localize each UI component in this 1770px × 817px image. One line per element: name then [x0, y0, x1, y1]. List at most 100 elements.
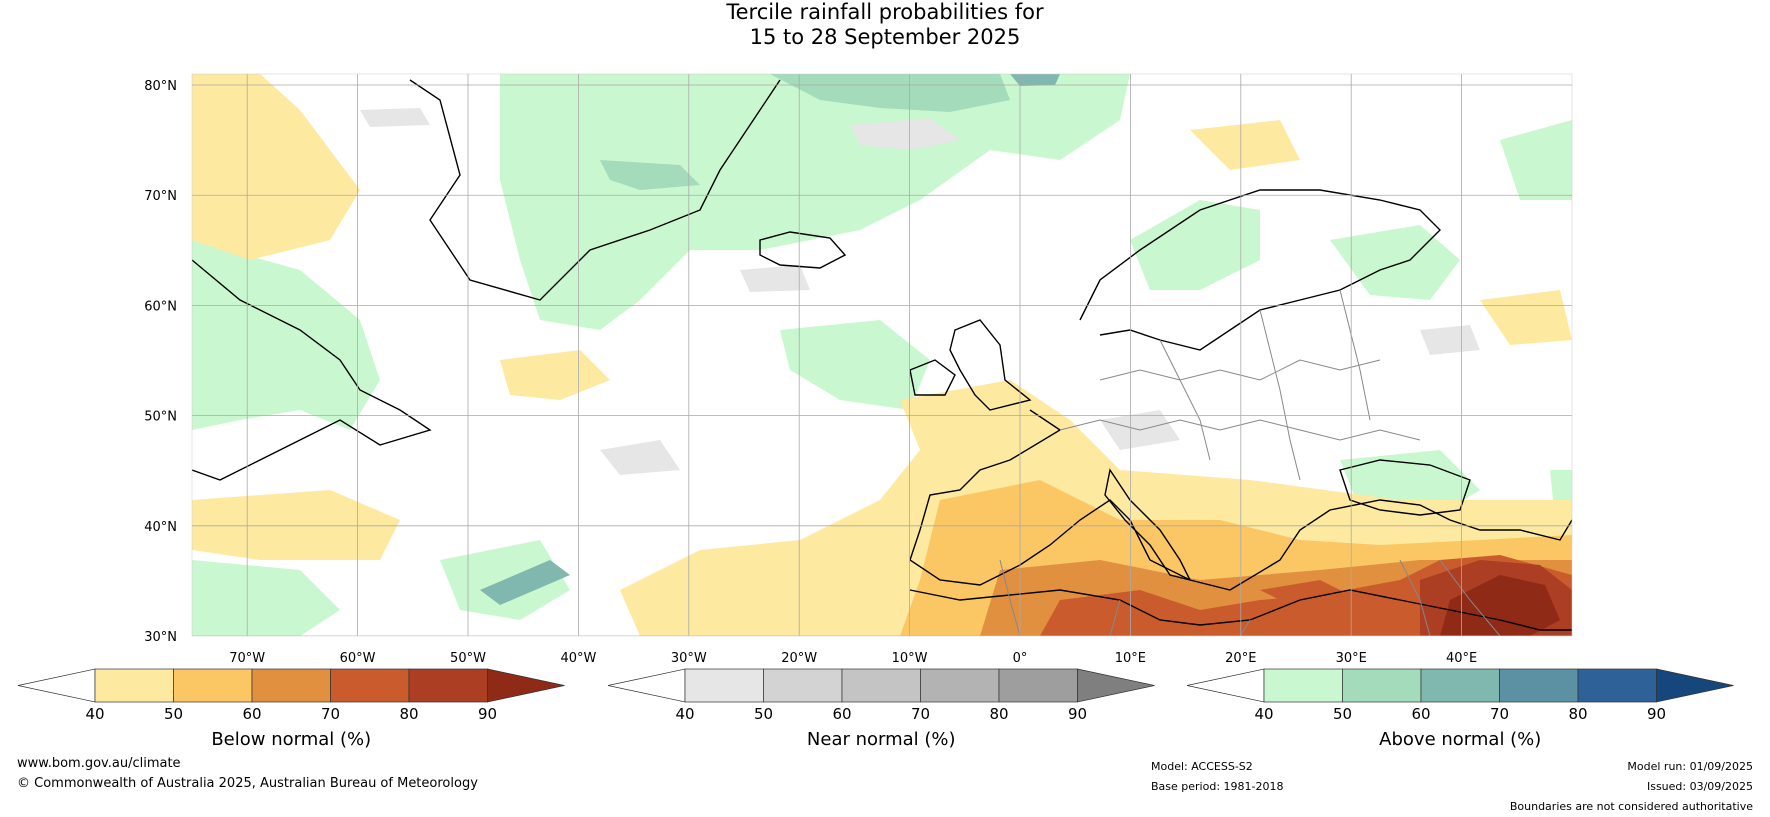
- colorbar-tick-label: 80: [1568, 705, 1587, 723]
- scandinavia-coast: [1079, 189, 1441, 351]
- above-normal-region: [1330, 225, 1460, 300]
- colorbar-tick-label: 70: [1490, 705, 1509, 723]
- border-line: [1259, 309, 1301, 481]
- colorbar-tick-label: 60: [242, 705, 261, 723]
- above-normal-region: [770, 74, 1010, 112]
- title-line-1: Tercile rainfall probabilities for: [726, 0, 1044, 24]
- colorbar-title: Above normal (%): [1379, 729, 1541, 750]
- ireland-coast: [909, 359, 956, 396]
- above-normal-region: [480, 560, 570, 605]
- greenland-coast: [409, 79, 781, 301]
- colorbar-tick-label: 90: [1068, 705, 1087, 723]
- colorbar-segment: [1577, 668, 1657, 703]
- italy-coast: [1104, 468, 1192, 582]
- title-line-2: 15 to 28 September 2025: [749, 25, 1021, 49]
- near-normal-region: [850, 118, 960, 150]
- latitude-label: 80°N: [144, 79, 177, 94]
- colorbar-segment: [1263, 668, 1343, 703]
- footer-model-info: Model: ACCESS-S2 Base period: 1981-2018: [1151, 757, 1283, 797]
- border-line: [1439, 559, 1501, 636]
- colorbar-segment: [1342, 668, 1422, 703]
- longitude-label: 40°E: [1446, 651, 1477, 666]
- colorbar-segment: [841, 668, 921, 703]
- colorbar-title: Near normal (%): [807, 729, 956, 750]
- longitude-label: 30°W: [671, 651, 707, 666]
- rainfall-probability-field: [192, 74, 1572, 636]
- colorbar-low-extension: [607, 668, 686, 703]
- colorbar-tick-label: 50: [164, 705, 183, 723]
- colorbar-tick-label: 80: [989, 705, 1008, 723]
- colorbar-segment: [920, 668, 1000, 703]
- colorbar-tick-label: 90: [478, 705, 497, 723]
- colorbars: 40 50 60 70 80 90 Below normal (%) 40 50 60 70 80 90…: [17, 668, 1734, 750]
- graticule: [192, 74, 1572, 636]
- border-line: [1399, 559, 1431, 636]
- black-sea-coast: [1339, 459, 1471, 516]
- colorbar-high-extension: [1656, 668, 1734, 703]
- british-isles-coast: [949, 319, 1032, 411]
- colorbar-high-extension: [487, 668, 565, 703]
- map-frame: [191, 73, 1573, 637]
- near-normal-region: [1420, 325, 1480, 355]
- longitude-label: 70°W: [229, 651, 265, 666]
- border-line: [1239, 619, 1251, 636]
- colorbar-tick-label: 50: [754, 705, 773, 723]
- longitude-label: 20°W: [781, 651, 817, 666]
- colorbar-segment: [408, 668, 488, 703]
- latitude-label: 70°N: [144, 189, 177, 204]
- colorbar-tick-label: 40: [1254, 705, 1273, 723]
- colorbar-segment: [94, 668, 174, 703]
- map-title: Tercile rainfall probabilities for 15 to…: [0, 0, 1770, 50]
- latitude-labels: 80°N 70°N 60°N 50°N 40°N 30°N: [144, 79, 177, 645]
- colorbar-segment: [251, 668, 331, 703]
- footer-left: www.bom.gov.au/climate © Commonwealth of…: [17, 754, 478, 794]
- border-line: [1099, 359, 1381, 381]
- colorbar-tick-label: 80: [399, 705, 418, 723]
- above-normal-region: [192, 240, 380, 430]
- colorbar: 40 50 60 70 80 90 Below normal (%): [17, 668, 565, 750]
- below-normal-region: [192, 490, 400, 560]
- colorbar-tick-label: 70: [911, 705, 930, 723]
- below-normal-region: [1190, 120, 1300, 170]
- model-run-text: Model run: 01/09/2025: [1627, 760, 1753, 773]
- disclaimer-text: Boundaries are not considered authoritat…: [1509, 800, 1753, 813]
- colorbar-low-extension: [1186, 668, 1265, 703]
- issued-text: Issued: 03/09/2025: [1646, 780, 1753, 793]
- longitude-label: 10°W: [892, 651, 928, 666]
- latitude-label: 60°N: [144, 299, 177, 314]
- colorbar-segment: [1420, 668, 1500, 703]
- above-normal-region: [780, 320, 930, 410]
- above-normal-region: [1130, 200, 1260, 290]
- colorbar-segment: [1499, 668, 1579, 703]
- colorbar-tick-label: 90: [1647, 705, 1666, 723]
- border-line: [1339, 289, 1371, 421]
- border-line: [1059, 419, 1421, 441]
- latitude-label: 30°N: [144, 630, 177, 645]
- below-normal-region: [192, 74, 360, 260]
- border-line: [1159, 339, 1211, 461]
- colorbar-tick-label: 60: [832, 705, 851, 723]
- colorbar: 40 50 60 70 80 90 Near normal (%): [607, 668, 1155, 750]
- colorbar-high-extension: [1077, 668, 1155, 703]
- above-normal-region: [192, 560, 340, 636]
- below-normal-region: [500, 350, 610, 400]
- colorbar-segment: [173, 668, 253, 703]
- colorbar-segment: [998, 668, 1078, 703]
- country-borders: [999, 289, 1501, 636]
- colorbar-tick-label: 60: [1411, 705, 1430, 723]
- colorbar-title: Below normal (%): [211, 729, 371, 750]
- colorbar-tick-label: 40: [85, 705, 104, 723]
- footer-run-info: Model run: 01/09/2025 Issued: 03/09/2025…: [1510, 757, 1753, 817]
- website-text: www.bom.gov.au/climate: [17, 756, 181, 771]
- below-normal-region: [1480, 290, 1572, 345]
- above-normal-region: [500, 74, 1130, 330]
- colorbar-tick-label: 70: [321, 705, 340, 723]
- near-normal-region: [740, 265, 810, 292]
- copyright-text: © Commonwealth of Australia 2025, Austra…: [17, 776, 478, 791]
- above-normal-region: [1500, 120, 1572, 200]
- border-line: [999, 559, 1021, 636]
- colorbar-segment: [330, 668, 410, 703]
- base-period-text: Base period: 1981-2018: [1151, 780, 1284, 793]
- north-america-coast: [192, 259, 432, 481]
